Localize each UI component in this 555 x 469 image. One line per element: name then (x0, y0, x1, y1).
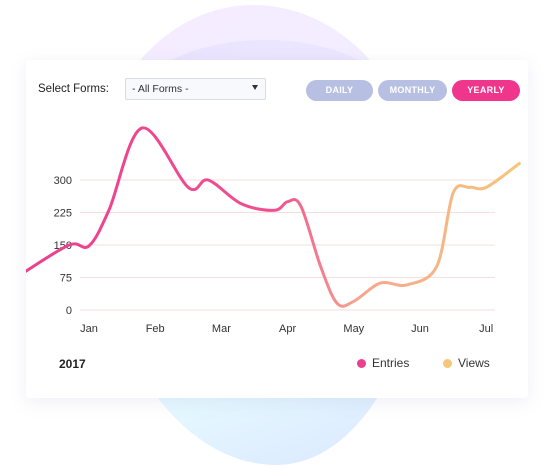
year-label: 2017 (59, 357, 86, 371)
y-tick-label: 225 (54, 208, 72, 220)
legend-views-dot (443, 359, 452, 368)
x-tick-label: Jul (479, 323, 493, 335)
monthly-button-label: MONTHLY (389, 85, 436, 95)
series-line-entries (26, 126, 521, 308)
daily-button[interactable]: DAILY (306, 80, 373, 101)
x-tick-label: Mar (212, 323, 231, 335)
legend-entries: Entries (357, 356, 409, 370)
x-tick-label: Feb (146, 323, 165, 335)
chart-grid (80, 179, 495, 311)
daily-button-label: DAILY (325, 85, 354, 95)
legend-entries-dot (357, 359, 366, 368)
x-tick-label: May (343, 323, 364, 335)
y-tick-label: 300 (54, 175, 72, 187)
forms-select[interactable]: - All Forms - (125, 78, 266, 100)
legend-views-label: Views (458, 356, 490, 370)
chevron-down-icon (252, 85, 258, 90)
yearly-button[interactable]: YEARLY (452, 80, 520, 101)
legend-views: Views (443, 356, 490, 370)
y-axis: 0 75 150 225 300 (54, 175, 72, 317)
y-tick-label: 0 (66, 305, 72, 317)
x-tick-label: Jan (80, 323, 98, 335)
forms-select-value: - All Forms - (132, 83, 189, 95)
select-forms-label: Select Forms: (38, 83, 109, 95)
x-tick-label: Apr (279, 323, 296, 335)
yearly-button-label: YEARLY (467, 85, 505, 95)
y-tick-label: 150 (54, 240, 72, 252)
monthly-button[interactable]: MONTHLY (378, 80, 447, 101)
legend-entries-label: Entries (372, 356, 410, 370)
x-axis: Jan Feb Mar Apr May Jun Jul (80, 323, 493, 335)
y-tick-label: 75 (60, 273, 72, 285)
x-tick-label: Jun (411, 323, 429, 335)
